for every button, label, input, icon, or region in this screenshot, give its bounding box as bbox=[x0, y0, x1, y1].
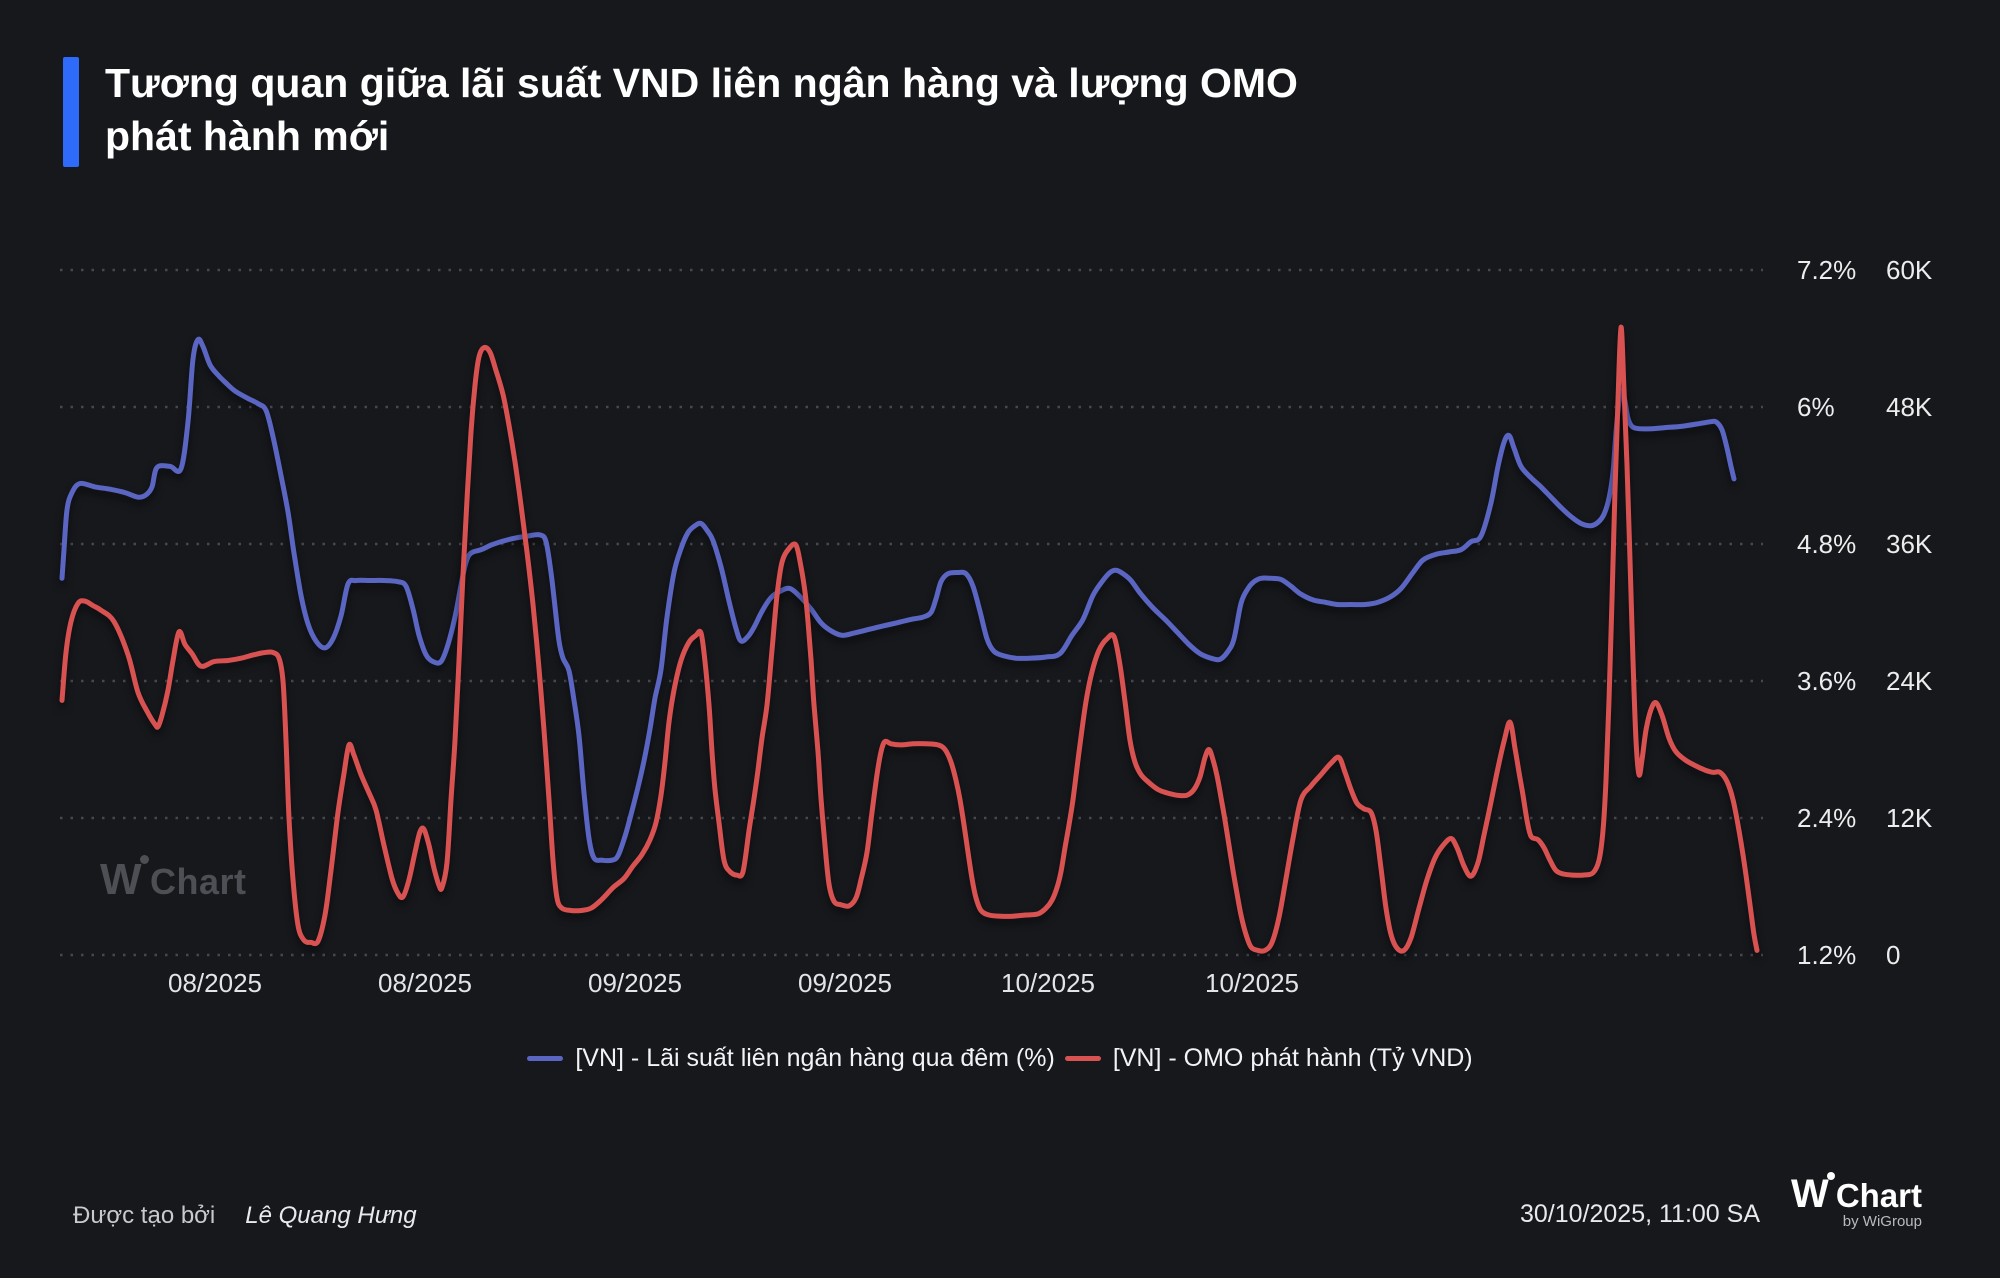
y-tick-omo: 0 bbox=[1886, 940, 1901, 970]
y-tick-percent: 7.2% bbox=[1797, 255, 1857, 285]
author-name: Lê Quang Hưng bbox=[245, 1202, 417, 1229]
watermark-i-dot-icon bbox=[140, 855, 150, 864]
y-tick-percent: 4.8% bbox=[1797, 529, 1857, 559]
timestamp: 30/10/2025, 11:00 SA bbox=[1519, 1200, 1760, 1228]
wichart-watermark: W Chart bbox=[100, 855, 247, 905]
y-tick-percent: 6% bbox=[1797, 392, 1835, 422]
x-tick-label: 08/2025 bbox=[378, 968, 472, 998]
page-title: Tương quan giữa lãi suất VND liên ngân h… bbox=[105, 57, 1298, 167]
chart-legend: [VN] - Lãi suất liên ngân hàng qua đêm (… bbox=[0, 1044, 2000, 1073]
chart-header: Tương quan giữa lãi suất VND liên ngân h… bbox=[63, 57, 1298, 167]
wichart-logo-text: W Chart bbox=[1791, 1172, 1922, 1217]
x-tick-label: 09/2025 bbox=[588, 968, 682, 998]
created-by-label: Được tạo bởi bbox=[73, 1202, 216, 1229]
page-title-line2: phát hành mới bbox=[105, 113, 390, 159]
x-tick-label: 08/2025 bbox=[168, 968, 262, 998]
gridlines bbox=[60, 268, 1763, 957]
created-by: Được tạo bởi Lê Quang Hưng bbox=[73, 1202, 417, 1230]
legend-label-omo: [VN] - OMO phát hành (Tỷ VND) bbox=[1112, 1044, 1473, 1072]
legend-swatch-rate bbox=[527, 1056, 564, 1061]
page-title-line1: Tương quan giữa lãi suất VND liên ngân h… bbox=[105, 60, 1298, 106]
legend-item-interbank-rate[interactable]: [VN] - Lãi suất liên ngân hàng qua đêm (… bbox=[527, 1044, 1055, 1073]
y-tick-percent: 3.6% bbox=[1797, 666, 1857, 696]
legend-label-rate: [VN] - Lãi suất liên ngân hàng qua đêm (… bbox=[575, 1044, 1055, 1072]
watermark-w: W bbox=[100, 855, 143, 904]
x-tick-label: 09/2025 bbox=[798, 968, 892, 998]
y-tick-omo: 36K bbox=[1886, 529, 1933, 559]
omo-issuance-line bbox=[59, 324, 1760, 954]
y-tick-percent: 1.2% bbox=[1797, 940, 1857, 970]
y-tick-omo: 60K bbox=[1886, 255, 1933, 285]
legend-swatch-omo bbox=[1064, 1056, 1101, 1061]
y-tick-omo: 48K bbox=[1886, 392, 1933, 422]
y-tick-omo: 12K bbox=[1886, 803, 1933, 833]
y-tick-percent: 2.4% bbox=[1797, 803, 1857, 833]
logo-i-dot-icon bbox=[1826, 1172, 1835, 1180]
x-tick-label: 10/2025 bbox=[1001, 968, 1095, 998]
logo-chart: Chart bbox=[1835, 1177, 1922, 1214]
wichart-logo: W Chart by WiGroup bbox=[1791, 1172, 1922, 1230]
y-tick-omo: 24K bbox=[1886, 666, 1933, 696]
title-accent-bar bbox=[63, 57, 79, 167]
x-tick-label: 10/2025 bbox=[1205, 968, 1299, 998]
watermark-chart: Chart bbox=[150, 861, 247, 902]
interbank-rate-line bbox=[59, 336, 1737, 864]
legend-item-omo[interactable]: [VN] - OMO phát hành (Tỷ VND) bbox=[1064, 1044, 1473, 1073]
logo-byline: by WiGroup bbox=[1842, 1213, 1922, 1230]
logo-w: W bbox=[1791, 1172, 1829, 1216]
